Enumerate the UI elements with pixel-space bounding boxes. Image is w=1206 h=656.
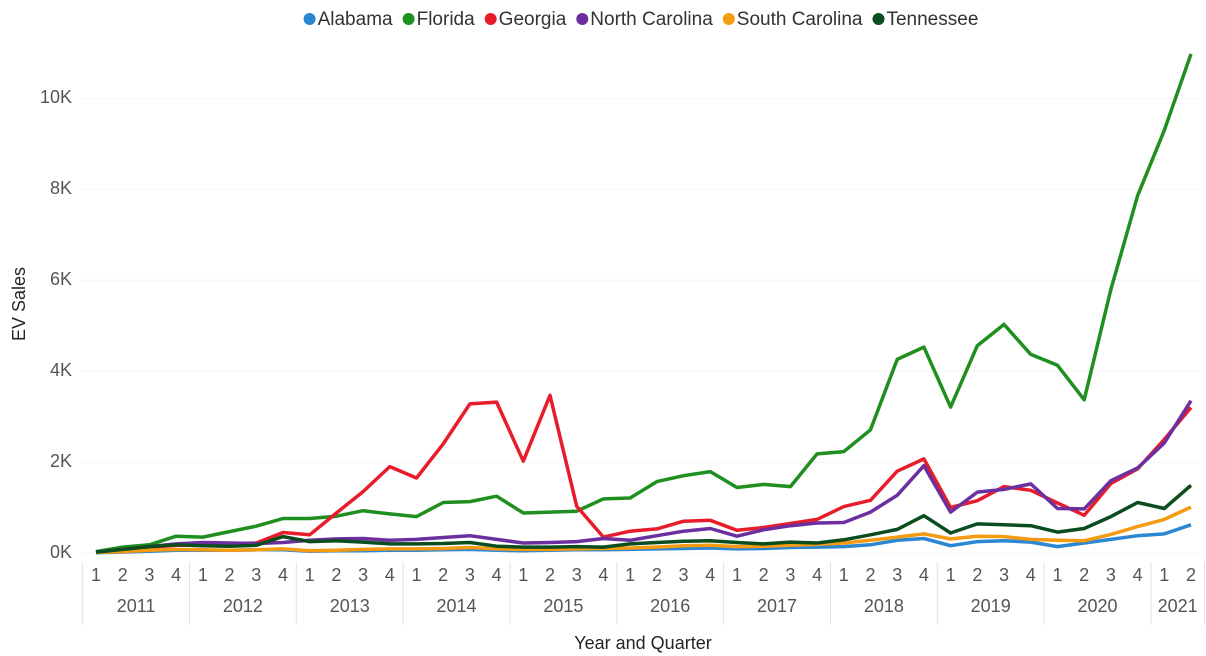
year-label: 2020 bbox=[1078, 596, 1118, 616]
x-tick-label: 4 bbox=[278, 565, 288, 585]
y-tick-label: 10K bbox=[40, 87, 72, 107]
x-tick-label: 2 bbox=[225, 565, 235, 585]
legend-marker bbox=[872, 13, 885, 25]
x-tick-label: 3 bbox=[1106, 565, 1116, 585]
x-tick-label: 1 bbox=[411, 565, 421, 585]
x-tick-label: 2 bbox=[545, 565, 555, 585]
x-tick-label: 1 bbox=[946, 565, 956, 585]
x-tick-label: 4 bbox=[492, 565, 502, 585]
x-tick-label: 4 bbox=[705, 565, 715, 585]
year-label: 2017 bbox=[757, 596, 797, 616]
x-tick-label: 2 bbox=[1079, 565, 1089, 585]
x-tick-label: 1 bbox=[1159, 565, 1169, 585]
x-tick-label: 2 bbox=[331, 565, 341, 585]
x-tick-label: 3 bbox=[785, 565, 795, 585]
x-tick-label: 2 bbox=[652, 565, 662, 585]
series-line bbox=[95, 393, 1193, 554]
x-tick-label: 4 bbox=[1026, 565, 1036, 585]
x-tick-label: 1 bbox=[518, 565, 528, 585]
x-tick-label: 1 bbox=[839, 565, 849, 585]
y-tick-label: 4K bbox=[50, 360, 72, 380]
y-tick-label: 8K bbox=[50, 178, 72, 198]
legend-label: Florida bbox=[417, 9, 476, 30]
y-tick-label: 0K bbox=[50, 542, 72, 562]
year-label: 2021 bbox=[1158, 596, 1198, 616]
year-label: 2013 bbox=[330, 596, 370, 616]
y-axis-title: EV Sales bbox=[9, 267, 29, 341]
x-tick-label: 4 bbox=[171, 565, 181, 585]
legend-label: Tennessee bbox=[886, 9, 978, 30]
x-tick-label: 3 bbox=[144, 565, 154, 585]
year-label: 2018 bbox=[864, 596, 904, 616]
y-tick-label: 2K bbox=[50, 451, 72, 471]
legend-marker bbox=[576, 13, 589, 25]
x-tick-label: 4 bbox=[385, 565, 395, 585]
legend-label: North Carolina bbox=[590, 9, 713, 30]
x-tick-label: 2 bbox=[759, 565, 769, 585]
legend-marker bbox=[402, 13, 415, 25]
x-tick-label: 1 bbox=[732, 565, 742, 585]
x-tick-label: 3 bbox=[892, 565, 902, 585]
x-axis-title: Year and Quarter bbox=[574, 633, 711, 653]
x-tick-label: 3 bbox=[358, 565, 368, 585]
year-label: 2016 bbox=[650, 596, 690, 616]
series-line bbox=[95, 53, 1193, 554]
x-tick-label: 4 bbox=[812, 565, 822, 585]
legend-marker bbox=[484, 13, 497, 25]
legend-marker bbox=[303, 13, 316, 25]
x-tick-label: 1 bbox=[625, 565, 635, 585]
year-label: 2019 bbox=[971, 596, 1011, 616]
x-tick-label: 1 bbox=[91, 565, 101, 585]
year-label: 2015 bbox=[543, 596, 583, 616]
year-label: 2014 bbox=[437, 596, 477, 616]
x-tick-label: 2 bbox=[972, 565, 982, 585]
legend-label: South Carolina bbox=[737, 9, 863, 30]
x-tick-label: 3 bbox=[999, 565, 1009, 585]
x-tick-label: 4 bbox=[1133, 565, 1143, 585]
x-tick-label: 2 bbox=[1186, 565, 1196, 585]
year-label: 2011 bbox=[117, 596, 156, 616]
x-tick-label: 4 bbox=[919, 565, 929, 585]
y-tick-label: 6K bbox=[50, 269, 72, 289]
x-tick-label: 3 bbox=[465, 565, 475, 585]
x-tick-label: 2 bbox=[118, 565, 128, 585]
x-tick-label: 3 bbox=[251, 565, 261, 585]
series-line bbox=[95, 399, 1193, 554]
x-tick-label: 3 bbox=[572, 565, 582, 585]
x-tick-label: 1 bbox=[198, 565, 208, 585]
x-tick-label: 2 bbox=[438, 565, 448, 585]
legend-label: Georgia bbox=[499, 9, 567, 30]
year-label: 2012 bbox=[223, 596, 263, 616]
x-tick-label: 4 bbox=[598, 565, 608, 585]
x-tick-label: 3 bbox=[679, 565, 689, 585]
legend-label: Alabama bbox=[318, 9, 393, 30]
series-line bbox=[95, 505, 1192, 555]
x-tick-label: 1 bbox=[305, 565, 315, 585]
x-tick-label: 2 bbox=[866, 565, 876, 585]
x-tick-label: 1 bbox=[1052, 565, 1062, 585]
legend-marker bbox=[722, 13, 735, 25]
series-line bbox=[95, 483, 1193, 554]
